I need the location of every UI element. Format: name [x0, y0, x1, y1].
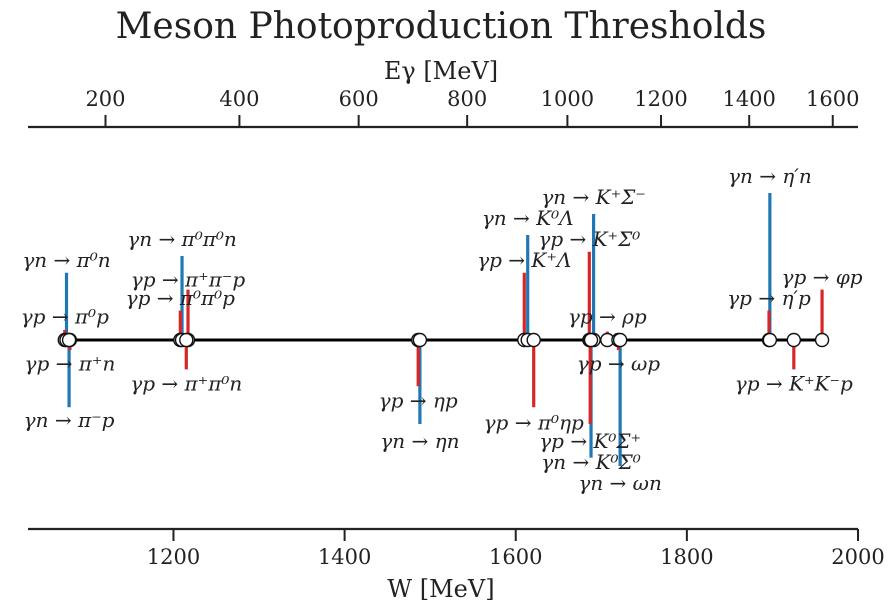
- reaction-label: γp → K⁰Σ⁺: [539, 429, 641, 453]
- reaction-label: γn → K⁺Σ⁻: [541, 185, 646, 209]
- threshold-point: [61, 332, 77, 348]
- bottom-tick-label: 2000: [831, 545, 884, 569]
- reaction-label: γn → K⁰Λ: [482, 206, 574, 230]
- bottom-tick-label: 1600: [489, 545, 542, 569]
- reaction-label: γp → π⁺n: [25, 352, 116, 376]
- reaction-label: γp → K⁺Λ: [477, 248, 571, 272]
- top-tick-label: 400: [219, 87, 259, 111]
- top-tick-label: 1400: [722, 87, 775, 111]
- reaction-label: γp → ωp: [577, 352, 661, 376]
- reaction-label: γp → π⁺π⁻p: [131, 268, 246, 292]
- threshold-point: [762, 332, 778, 348]
- reaction-label: γp → φp: [782, 265, 863, 289]
- threshold-point: [179, 332, 194, 348]
- reaction-label: γp → K⁺Σ⁰: [538, 227, 640, 251]
- top-tick-label: 1200: [634, 87, 687, 111]
- chart-title: Meson Photoproduction Thresholds: [116, 6, 767, 47]
- threshold-bars: [63, 193, 824, 466]
- bottom-tick-label: 1400: [318, 545, 371, 569]
- bottom-tick-label: 1200: [147, 545, 200, 569]
- reaction-label: γn → η′n: [728, 164, 812, 188]
- reaction-label: γn → π⁻p: [24, 408, 115, 432]
- threshold-point: [786, 332, 802, 348]
- reaction-label: γp → π⁺π⁰n: [130, 372, 242, 396]
- top-ticks: 200 400 600 800 1000 1200 1400 1600: [85, 87, 859, 127]
- top-tick-label: 1600: [806, 87, 859, 111]
- reaction-label: γn → K⁰Σ⁰: [541, 450, 640, 474]
- threshold-points: [57, 332, 830, 348]
- top-tick-label: 800: [447, 87, 487, 111]
- threshold-point: [526, 332, 541, 348]
- bottom-tick-label: 1800: [660, 545, 713, 569]
- reaction-label: γp → π⁰p: [21, 304, 109, 328]
- reaction-label: γn → ωn: [578, 471, 662, 495]
- reaction-label: γn → π⁰n: [22, 248, 110, 272]
- reaction-label: γn → ηn: [380, 429, 459, 453]
- threshold-point: [412, 332, 428, 348]
- top-axis-label: Eγ [MeV]: [384, 57, 498, 85]
- reaction-label: γp → ηp: [379, 388, 458, 412]
- bottom-axis-label: W [MeV]: [387, 575, 494, 603]
- reaction-labels: γp → π⁰p γn → π⁰n γp → π⁺n γn → π⁻p γp → π⁰π…: [21, 164, 863, 495]
- reaction-label: γn → π⁰π⁰n: [127, 227, 237, 251]
- bottom-ticks: 1200 1400 1600 1800 2000: [147, 529, 885, 569]
- threshold-point: [583, 332, 599, 348]
- reaction-label: γp → ρp: [568, 304, 647, 328]
- reaction-label: γp → π⁰ηp: [484, 410, 584, 434]
- reaction-label: γp → η′p: [727, 286, 811, 310]
- threshold-point: [814, 332, 830, 348]
- threshold-point: [612, 332, 628, 348]
- top-tick-label: 1000: [541, 87, 594, 111]
- reaction-label: γp → K⁺K⁻p: [735, 372, 853, 396]
- top-tick-label: 200: [85, 87, 125, 111]
- top-tick-label: 600: [339, 87, 379, 111]
- reaction-label: γp → π⁰π⁰p: [126, 286, 236, 310]
